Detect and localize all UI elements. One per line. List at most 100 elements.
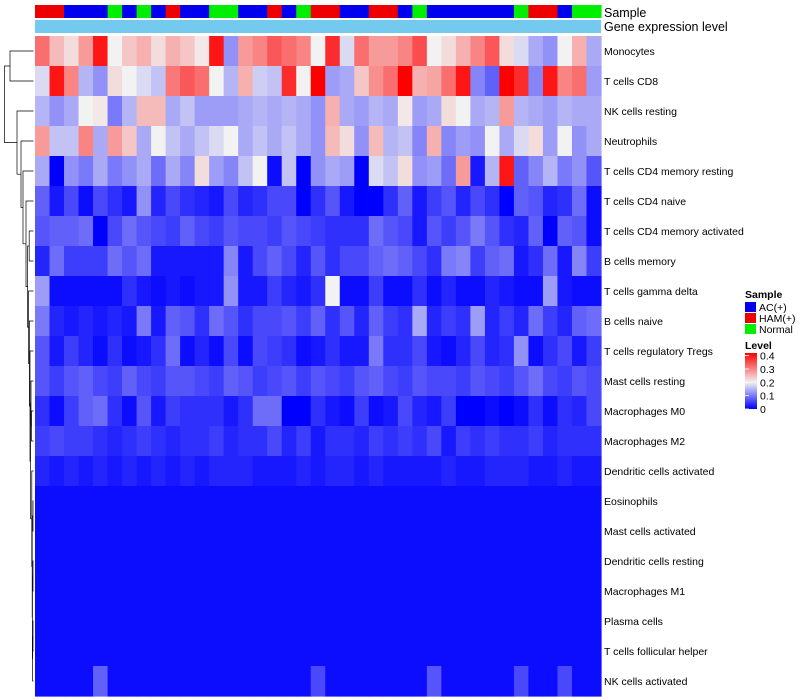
- heatmap-cell: [542, 276, 559, 307]
- heatmap-cell: [528, 576, 544, 607]
- row-label: Macrophages M0: [604, 406, 685, 418]
- heatmap-cell: [397, 96, 413, 127]
- heatmap-cell: [499, 96, 515, 127]
- heatmap-cell: [194, 246, 210, 277]
- heatmap-cell: [397, 66, 413, 97]
- heatmap-cell: [122, 456, 138, 487]
- heatmap-cell: [513, 156, 530, 187]
- sample-annotation-cell: [426, 5, 442, 18]
- heatmap-cell: [426, 456, 442, 487]
- heatmap-cell: [571, 156, 588, 187]
- heatmap-cell: [339, 576, 355, 607]
- legend: Sample AC(+)HAM(+)Normal Level 0.40.30.2…: [745, 289, 795, 416]
- heatmap-cell: [296, 96, 312, 127]
- heatmap-cell: [354, 606, 370, 637]
- dendrogram-branch: [32, 620, 34, 652]
- heatmap-cell: [412, 36, 428, 67]
- heatmap-cell: [339, 276, 355, 307]
- heatmap-cell: [412, 546, 428, 577]
- heatmap-cell: [78, 306, 94, 337]
- heatmap-cell: [49, 276, 65, 307]
- heatmap-cell: [339, 396, 355, 427]
- heatmap-cell: [368, 96, 384, 127]
- heatmap-cell: [528, 246, 544, 277]
- heatmap-cell: [368, 306, 384, 337]
- heatmap-cell: [165, 516, 181, 547]
- heatmap-cell: [122, 546, 138, 577]
- heatmap-cells: [35, 36, 602, 697]
- heatmap-cell: [528, 516, 544, 547]
- row-labels: Monocytes T cells CD8 NK cells resting Neut…: [604, 46, 744, 688]
- heatmap-cell: [49, 186, 65, 217]
- heatmap-cell: [484, 66, 501, 97]
- heatmap-cell: [194, 66, 210, 97]
- heatmap-cell: [151, 546, 167, 577]
- heatmap-cell: [296, 306, 312, 337]
- heatmap-cell: [426, 276, 442, 307]
- heatmap-cell: [107, 396, 123, 427]
- heatmap-cell: [499, 186, 515, 217]
- heatmap-cell: [296, 426, 312, 457]
- row-label: Mast cells resting: [604, 376, 685, 388]
- heatmap-cell: [586, 276, 602, 307]
- heatmap-cell: [310, 576, 326, 607]
- heatmap-cell: [470, 576, 486, 607]
- heatmap-cell: [470, 36, 486, 67]
- dendrogram-branch: [16, 110, 34, 175]
- heatmap-cell: [441, 96, 457, 127]
- heatmap-cell: [354, 306, 370, 337]
- heatmap-cell: [252, 636, 268, 667]
- heatmap-cell: [267, 396, 283, 427]
- heatmap-cell: [310, 66, 326, 97]
- heatmap-cell: [107, 426, 123, 457]
- heatmap-cell: [64, 96, 80, 127]
- heatmap-cell: [528, 126, 544, 157]
- heatmap-cell: [281, 216, 297, 247]
- heatmap-cell: [107, 486, 123, 517]
- heatmap-cell: [281, 276, 297, 307]
- heatmap-cell: [78, 66, 94, 97]
- heatmap-cell: [325, 306, 341, 337]
- heatmap-cell: [252, 336, 268, 367]
- heatmap-cell: [441, 126, 457, 157]
- heatmap-cell: [441, 246, 457, 277]
- heatmap-cell: [35, 486, 51, 517]
- heatmap-cell: [499, 456, 515, 487]
- heatmap-cell: [484, 516, 501, 547]
- heatmap-cell: [180, 636, 196, 667]
- heatmap-cell: [354, 516, 370, 547]
- heatmap-cell: [571, 336, 588, 367]
- heatmap-cell: [209, 96, 225, 127]
- heatmap-cell: [165, 36, 181, 67]
- sample-annotation-cell: [383, 5, 399, 18]
- heatmap-cell: [252, 606, 268, 637]
- heatmap-cell: [35, 546, 51, 577]
- heatmap-cell: [571, 366, 588, 397]
- heatmap-cell: [368, 576, 384, 607]
- heatmap-cell: [194, 126, 210, 157]
- heatmap-cell: [542, 396, 559, 427]
- heatmap-cell: [310, 336, 326, 367]
- heatmap-cell: [354, 666, 370, 697]
- heatmap-cell: [310, 306, 326, 337]
- heatmap-cell: [513, 576, 530, 607]
- heatmap-cell: [325, 576, 341, 607]
- heatmap-cell: [296, 186, 312, 217]
- heatmap-cell: [484, 306, 501, 337]
- heatmap-cell: [281, 636, 297, 667]
- heatmap-cell: [238, 486, 254, 517]
- heatmap-cell: [455, 96, 471, 127]
- heatmap-cell: [194, 606, 210, 637]
- heatmap-cell: [484, 396, 501, 427]
- heatmap-cell: [281, 126, 297, 157]
- legend-tick-label: 0.4: [760, 351, 775, 363]
- heatmap-cell: [513, 516, 530, 547]
- heatmap-cell: [78, 216, 94, 247]
- heatmap-cell: [412, 156, 428, 187]
- heatmap-cell: [397, 486, 413, 517]
- heatmap-cell: [383, 366, 399, 397]
- heatmap-cell: [238, 456, 254, 487]
- heatmap-cell: [252, 516, 268, 547]
- heatmap-cell: [252, 486, 268, 517]
- heatmap-cell: [209, 36, 225, 67]
